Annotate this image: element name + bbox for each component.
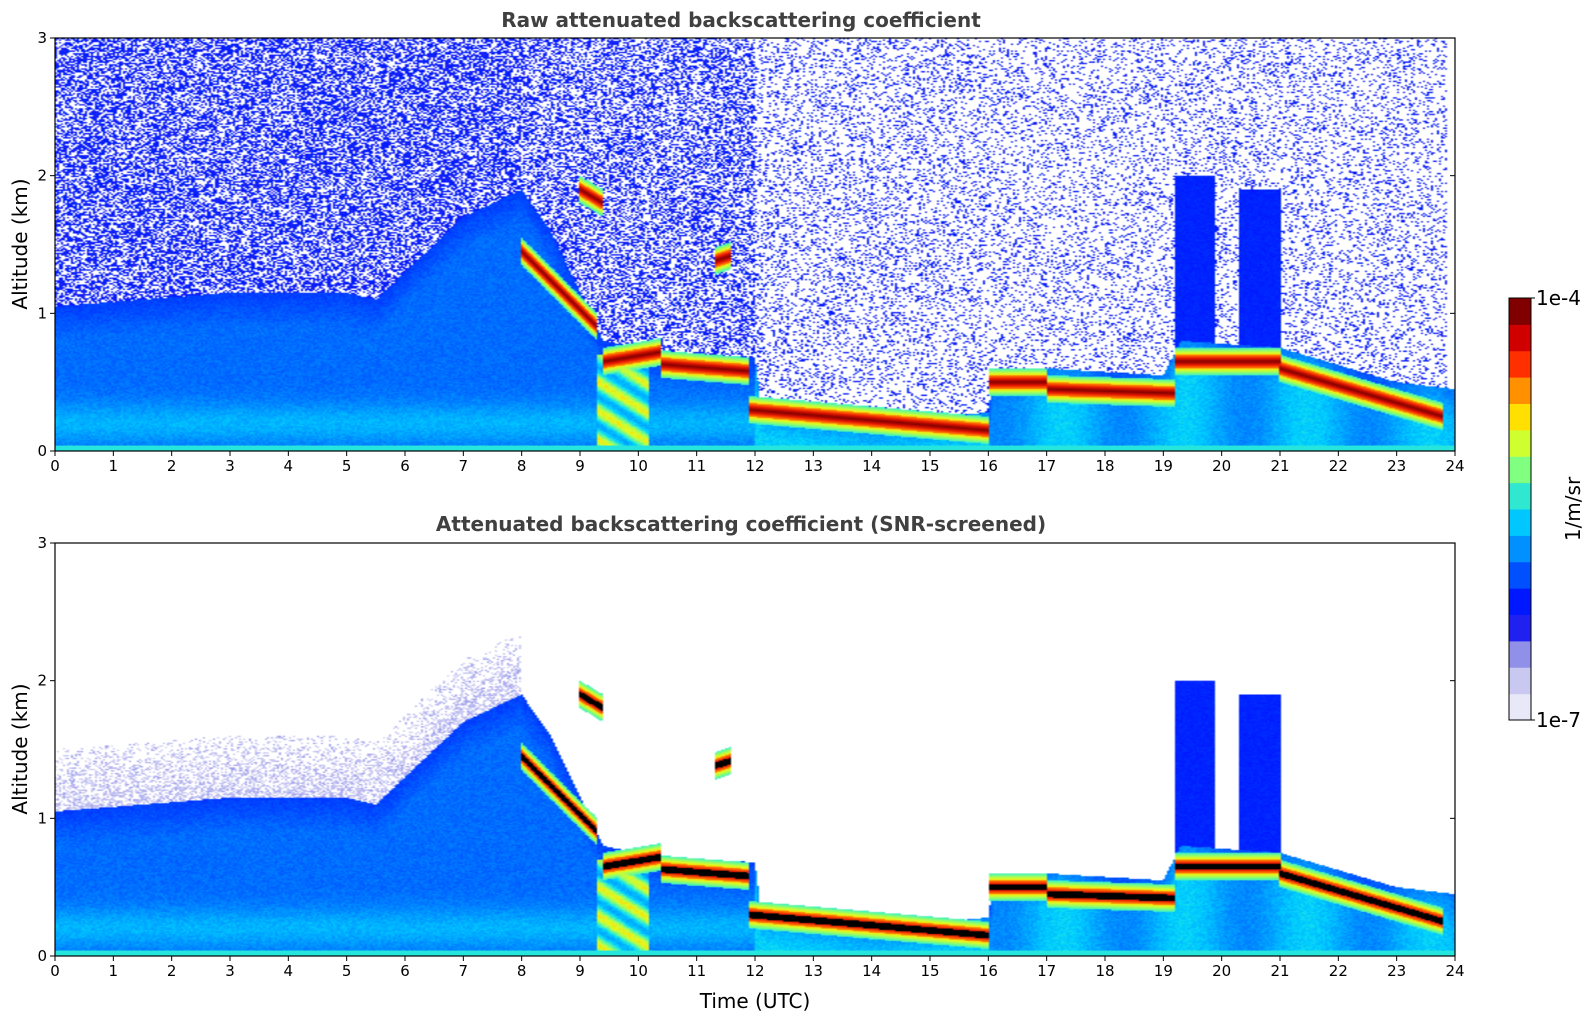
- colorbar-max-label: 1e-4: [1536, 286, 1581, 310]
- snr-panel-title: Attenuated backscattering coefficient (S…: [436, 512, 1046, 536]
- x-tick-label: 21: [1270, 962, 1289, 980]
- colorbar-band: [1509, 456, 1531, 484]
- colorbar-band: [1509, 561, 1531, 589]
- x-tick-label: 12: [745, 457, 764, 475]
- x-tick-label: 18: [1095, 962, 1114, 980]
- x-tick-label: 8: [517, 962, 527, 980]
- raw-backscatter-heatmap: [55, 38, 1455, 451]
- colorbar-band: [1509, 640, 1531, 668]
- x-tick-label: 3: [225, 457, 235, 475]
- x-tick-label: 17: [1037, 457, 1056, 475]
- y-tick-label: 3: [37, 29, 47, 47]
- snr-screened-heatmap: [55, 543, 1455, 956]
- x-tick-label: 5: [342, 457, 352, 475]
- x-tick-label: 0: [50, 962, 60, 980]
- y-tick-label: 1: [37, 304, 47, 322]
- colorbar: 1e-4 1e-7 1/m/sr: [1508, 286, 1585, 732]
- x-tick-label: 18: [1095, 457, 1114, 475]
- x-tick-label: 19: [1154, 962, 1173, 980]
- y-tick-label: 2: [37, 672, 47, 690]
- raw-y-axis-label: Altitude (km): [8, 178, 32, 309]
- x-tick-label: 15: [920, 962, 939, 980]
- x-tick-label: 8: [517, 457, 527, 475]
- x-tick-label: 1: [109, 457, 119, 475]
- x-tick-label: 5: [342, 962, 352, 980]
- snr-screened-panel: Attenuated backscattering coefficient (S…: [8, 512, 1465, 1013]
- x-tick-label: 23: [1387, 457, 1406, 475]
- raw-y-ticks: 0 1 2 3: [37, 29, 1455, 460]
- x-tick-label: 22: [1329, 962, 1348, 980]
- y-tick-label: 0: [37, 442, 47, 460]
- colorbar-band: [1509, 667, 1531, 695]
- x-tick-label: 16: [979, 962, 998, 980]
- x-tick-label: 14: [862, 457, 881, 475]
- colorbar-band: [1509, 324, 1531, 352]
- x-tick-label: 15: [920, 457, 939, 475]
- colorbar-band: [1509, 350, 1531, 378]
- raw-x-ticks: 0 1 2 3 4 5 6 7 8 9 10 11 12 13 14 15 16 17 18 19 20 21 22 23 24: [50, 451, 1465, 475]
- x-tick-label: 22: [1329, 457, 1348, 475]
- snr-y-ticks: 0 1 2 3: [37, 534, 1455, 965]
- x-tick-label: 24: [1445, 962, 1464, 980]
- y-tick-label: 2: [37, 167, 47, 185]
- x-tick-label: 9: [575, 457, 585, 475]
- colorbar-band: [1509, 298, 1531, 325]
- x-tick-label: 7: [459, 457, 469, 475]
- colorbar-label: 1/m/sr: [1561, 476, 1585, 541]
- y-tick-label: 1: [37, 809, 47, 827]
- x-tick-label: 10: [629, 457, 648, 475]
- raw-backscatter-panel: Raw attenuated backscattering coefficien…: [8, 8, 1465, 475]
- colorbar-min-label: 1e-7: [1536, 708, 1581, 732]
- x-tick-label: 21: [1270, 457, 1289, 475]
- x-tick-label: 4: [284, 962, 294, 980]
- colorbar-band: [1509, 403, 1531, 431]
- x-tick-label: 10: [629, 962, 648, 980]
- x-tick-label: 19: [1154, 457, 1173, 475]
- x-tick-label: 6: [400, 962, 410, 980]
- x-tick-label: 7: [459, 962, 469, 980]
- x-tick-label: 2: [167, 962, 177, 980]
- x-axis-label: Time (UTC): [699, 989, 811, 1013]
- x-tick-label: 11: [687, 962, 706, 980]
- colorbar-bands: [1509, 298, 1531, 721]
- x-tick-label: 11: [687, 457, 706, 475]
- x-tick-label: 20: [1212, 962, 1231, 980]
- colorbar-band: [1509, 588, 1531, 615]
- x-tick-label: 0: [50, 457, 60, 475]
- x-tick-label: 6: [400, 457, 410, 475]
- x-tick-label: 13: [804, 962, 823, 980]
- raw-panel-title: Raw attenuated backscattering coefficien…: [501, 8, 981, 32]
- x-tick-label: 17: [1037, 962, 1056, 980]
- x-tick-label: 4: [284, 457, 294, 475]
- x-tick-label: 24: [1445, 457, 1464, 475]
- x-tick-label: 23: [1387, 962, 1406, 980]
- x-tick-label: 1: [109, 962, 119, 980]
- colorbar-frame: [1508, 297, 1532, 721]
- colorbar-band: [1509, 377, 1531, 404]
- colorbar-band: [1509, 429, 1531, 457]
- colorbar-band: [1509, 614, 1531, 642]
- snr-y-axis-label: Altitude (km): [8, 683, 32, 814]
- colorbar-band: [1509, 482, 1531, 510]
- x-tick-label: 16: [979, 457, 998, 475]
- x-tick-label: 12: [745, 962, 764, 980]
- x-tick-label: 3: [225, 962, 235, 980]
- x-tick-label: 2: [167, 457, 177, 475]
- x-tick-label: 9: [575, 962, 585, 980]
- snr-x-ticks: 0 1 2 3 4 5 6 7 8 9 10 11 12 13 14 15 16 17 18 19 20 21 22 23 24: [50, 956, 1465, 980]
- colorbar-band: [1509, 693, 1531, 721]
- y-tick-label: 3: [37, 534, 47, 552]
- colorbar-band: [1509, 535, 1531, 563]
- y-tick-label: 0: [37, 947, 47, 965]
- x-tick-label: 14: [862, 962, 881, 980]
- colorbar-band: [1509, 509, 1531, 536]
- x-tick-label: 13: [804, 457, 823, 475]
- x-tick-label: 20: [1212, 457, 1231, 475]
